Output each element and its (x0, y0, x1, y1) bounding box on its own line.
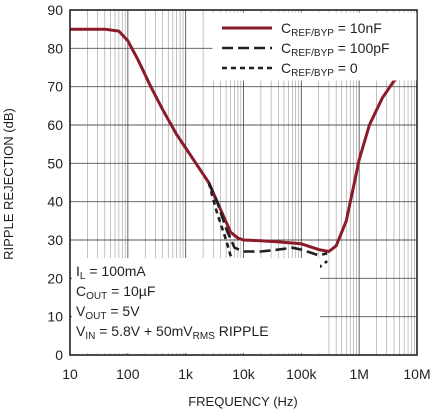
y-tick-label: 30 (47, 232, 63, 248)
legend-entry-1: CREF/BYP = 10nF (281, 20, 382, 39)
legend-background (212, 12, 417, 81)
series-line-1 (70, 27, 417, 253)
x-tick-label: 1M (349, 366, 368, 382)
y-tick-label: 80 (47, 40, 63, 56)
y-tick-label: 40 (47, 194, 63, 210)
legend-entry-3: CREF/BYP = 0 (281, 60, 358, 79)
y-tick-label: 0 (55, 347, 63, 363)
y-axis-label: RIPPLE REJECTION (dB) (1, 108, 16, 260)
y-tick-label: 90 (47, 2, 63, 18)
annotation-line-4: VIN = 5.8V + 50mVRMS RIPPLE (76, 323, 269, 342)
y-tick-label: 70 (47, 79, 63, 95)
legend-entry-2: CREF/BYP = 100pF (281, 40, 390, 59)
series-line-2 (207, 181, 328, 257)
x-tick-label: 1k (178, 366, 194, 382)
x-tick-label: 100k (286, 366, 317, 382)
y-axis-ticks: 0 10 20 30 40 50 60 70 80 90 (47, 2, 63, 363)
plot-frame (69, 9, 418, 356)
annotation-line-1: IL = 100mA (76, 263, 146, 282)
y-tick-label: 50 (47, 155, 63, 171)
y-tick-label: 10 (47, 309, 63, 325)
x-tick-label: 10M (403, 366, 430, 382)
x-tick-label: 100 (116, 366, 140, 382)
y-tick-label: 60 (47, 117, 63, 133)
x-axis-label: FREQUENCY (Hz) (188, 394, 298, 409)
x-tick-label: 10 (62, 366, 78, 382)
x-axis-ticks: 10 100 1k 10k 100k 1M 10M (62, 366, 430, 382)
y-tick-label: 20 (47, 270, 63, 286)
annotation-line-2: COUT = 10µF (76, 283, 155, 302)
annotation-background (72, 258, 320, 353)
annotation-line-3: VOUT = 5V (76, 303, 140, 322)
x-tick-label: 10k (232, 366, 256, 382)
